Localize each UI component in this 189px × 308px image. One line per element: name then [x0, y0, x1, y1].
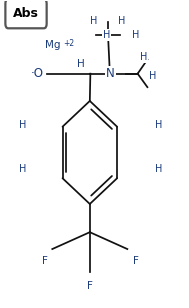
Text: H: H — [118, 16, 125, 26]
Text: F: F — [87, 282, 93, 291]
Text: F: F — [42, 256, 48, 266]
Text: H: H — [140, 52, 147, 63]
Text: H: H — [103, 30, 110, 40]
Text: +2: +2 — [64, 38, 75, 47]
Text: F: F — [133, 256, 139, 266]
Text: H: H — [90, 16, 97, 26]
Text: ·O: ·O — [31, 67, 44, 80]
Text: N: N — [106, 67, 115, 80]
Text: H: H — [19, 120, 26, 130]
Text: H: H — [77, 59, 84, 69]
FancyBboxPatch shape — [5, 0, 47, 28]
Text: H: H — [149, 71, 156, 81]
Text: H: H — [19, 164, 26, 174]
Text: Mg: Mg — [46, 40, 61, 50]
Text: H: H — [155, 120, 162, 130]
Text: H: H — [155, 164, 162, 174]
Text: H: H — [132, 30, 139, 40]
Text: Abs: Abs — [13, 7, 39, 20]
